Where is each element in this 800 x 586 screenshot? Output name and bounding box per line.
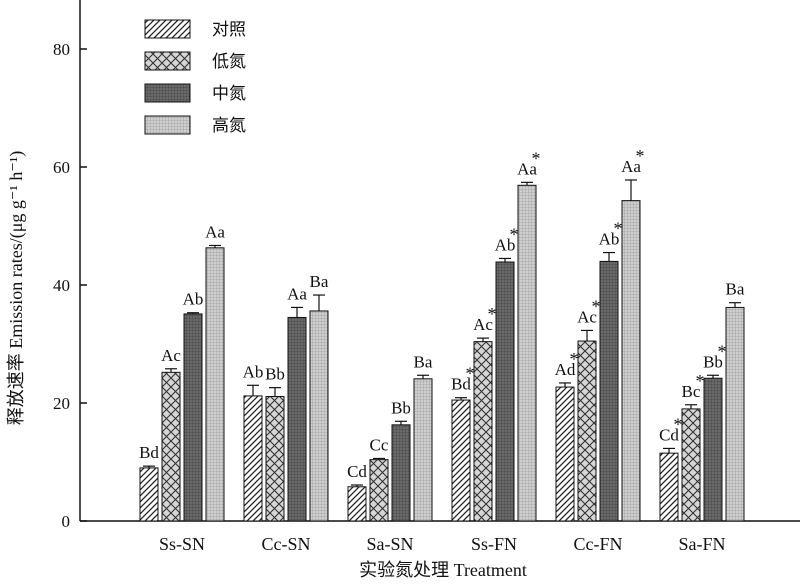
bar-significance-label: Bb [703, 352, 723, 371]
x-axis-title: 实验氮处理 Treatment [359, 560, 527, 580]
bar [391, 424, 411, 522]
bar [139, 467, 159, 522]
bar-significance-label: Bb [265, 365, 285, 384]
bar [555, 386, 575, 522]
bar-significance-label: Ac [577, 307, 597, 326]
x-category-label: Ss-FN [471, 534, 517, 554]
bar-significance-label: Cd [659, 425, 679, 444]
y-ticks: 0 20 40 60 80 [53, 40, 87, 531]
y-tick-label: 0 [62, 512, 71, 531]
significance-star: * [636, 146, 645, 166]
legend-swatch [144, 83, 191, 103]
bar [599, 260, 619, 522]
legend-swatch [144, 19, 191, 39]
bar [517, 184, 537, 522]
x-category-label: Sa-FN [678, 534, 725, 554]
legend-label: 低氮 [212, 52, 246, 72]
bar [725, 306, 745, 522]
legend-label: 中氮 [212, 84, 246, 104]
bar [659, 452, 679, 522]
bar [681, 408, 701, 522]
bar [495, 261, 515, 522]
bar-significance-label: Ab [183, 290, 204, 309]
bar [265, 396, 285, 522]
bar-significance-label: Bd [451, 375, 471, 394]
bar-significance-label: Ba [726, 280, 745, 299]
bar-significance-label: Cc [370, 435, 389, 454]
significance-star: * [570, 349, 579, 369]
bar [309, 310, 329, 522]
y-tick-label: 40 [53, 276, 70, 295]
bar-significance-label: Ac [473, 315, 493, 334]
bar [205, 247, 225, 522]
significance-star: * [592, 296, 601, 316]
bar [473, 341, 493, 522]
significance-star: * [488, 304, 497, 324]
x-category-label: Cc-FN [574, 534, 623, 554]
bar-significance-label: Bb [391, 398, 411, 417]
significance-star: * [466, 364, 475, 384]
bar [243, 395, 263, 522]
bar-significance-label: Ab [599, 230, 620, 249]
bar-significance-label: Aa [517, 159, 537, 178]
bar [161, 371, 181, 522]
y-tick-label: 20 [53, 394, 70, 413]
bar [577, 340, 597, 522]
x-category-labels: Ss-SN Cc-SN Sa-SN Ss-FN Cc-FN Sa-FN [159, 534, 726, 554]
bar-significance-label: Aa [287, 284, 307, 303]
bar [413, 378, 433, 522]
y-axis-title: 释放速率 Emission rates/(μg g⁻¹ h⁻¹) [6, 151, 27, 425]
bar [621, 200, 641, 522]
legend-label: 高氮 [212, 116, 246, 136]
legend-swatch [144, 51, 191, 71]
bar-significance-label: Bd [139, 443, 159, 462]
bar-significance-label: Ad [555, 360, 576, 379]
significance-star: * [614, 219, 623, 239]
x-category-label: Ss-SN [159, 534, 205, 554]
x-category-label: Cc-SN [262, 534, 311, 554]
significance-star: * [532, 148, 541, 168]
bar [287, 316, 307, 522]
significance-star: * [718, 341, 727, 361]
y-tick-label: 80 [53, 40, 70, 59]
bar-significance-label: Cd [347, 462, 367, 481]
significance-star: * [696, 371, 705, 391]
x-category-label: Sa-SN [366, 534, 413, 554]
bar [703, 377, 723, 522]
bar-significance-label: Ab [495, 235, 516, 254]
bar [347, 486, 367, 522]
bar-significance-label: Ba [414, 352, 433, 371]
legend-swatch [144, 115, 191, 135]
bar [451, 399, 471, 522]
significance-star: * [674, 414, 683, 434]
bar-significance-label: Aa [621, 157, 641, 176]
bar-significance-label: Bc [682, 382, 701, 401]
bar-significance-label: Ab [243, 362, 264, 381]
bars-group [139, 179, 745, 522]
significance-star: * [510, 224, 519, 244]
bar [369, 459, 389, 522]
y-tick-label: 60 [53, 158, 70, 177]
bar-significance-label: Ba [310, 272, 329, 291]
bar-significance-label: Aa [205, 222, 225, 241]
bar [183, 313, 203, 522]
bar-significance-label: Ac [161, 346, 181, 365]
legend-label: 对照 [212, 20, 246, 40]
